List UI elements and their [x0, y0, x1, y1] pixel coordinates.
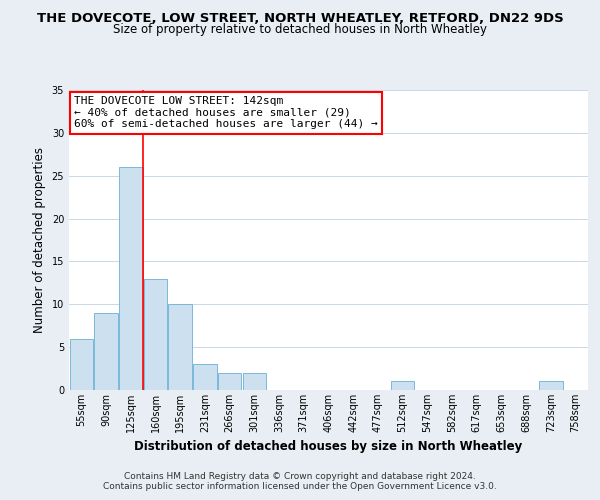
Bar — [193, 364, 217, 390]
Bar — [144, 278, 167, 390]
Text: Contains public sector information licensed under the Open Government Licence v3: Contains public sector information licen… — [103, 482, 497, 491]
Bar — [218, 373, 241, 390]
Bar — [119, 167, 143, 390]
Text: THE DOVECOTE LOW STREET: 142sqm
← 40% of detached houses are smaller (29)
60% of: THE DOVECOTE LOW STREET: 142sqm ← 40% of… — [74, 96, 378, 129]
Bar — [391, 382, 415, 390]
Bar — [94, 313, 118, 390]
Bar — [539, 382, 563, 390]
Text: Contains HM Land Registry data © Crown copyright and database right 2024.: Contains HM Land Registry data © Crown c… — [124, 472, 476, 481]
Y-axis label: Number of detached properties: Number of detached properties — [33, 147, 46, 333]
Bar — [242, 373, 266, 390]
Text: Size of property relative to detached houses in North Wheatley: Size of property relative to detached ho… — [113, 22, 487, 36]
Bar — [70, 338, 93, 390]
Text: THE DOVECOTE, LOW STREET, NORTH WHEATLEY, RETFORD, DN22 9DS: THE DOVECOTE, LOW STREET, NORTH WHEATLEY… — [37, 12, 563, 26]
Bar — [169, 304, 192, 390]
X-axis label: Distribution of detached houses by size in North Wheatley: Distribution of detached houses by size … — [134, 440, 523, 454]
